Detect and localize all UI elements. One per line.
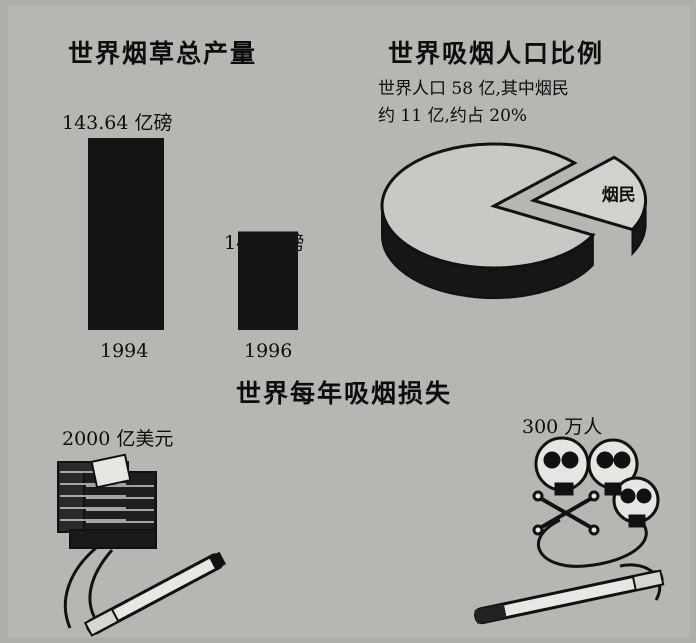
money-loss-label: 2000 亿美元 bbox=[62, 428, 174, 450]
bar-category-1996: 1996 bbox=[244, 340, 293, 362]
bar-category-1994: 1994 bbox=[100, 340, 149, 362]
money-stack-icon bbox=[57, 453, 157, 549]
pie-annotation-line-1: 世界人口 58 亿,其中烟民 bbox=[378, 79, 569, 99]
bar-label-1994: 143.64 亿磅 bbox=[62, 112, 173, 134]
pie-chart-title: 世界吸烟人口比例 bbox=[388, 39, 605, 68]
pie-slice-smokers-label: 烟民 bbox=[602, 184, 636, 205]
pie-slice-smokers bbox=[529, 155, 648, 232]
bar-1996 bbox=[238, 231, 298, 330]
cigarette-icon bbox=[63, 546, 227, 637]
skulls-icon bbox=[532, 436, 660, 536]
pie-slice-main bbox=[380, 142, 596, 270]
pie-annotation: 世界人口 58 亿,其中烟民 约 11 亿,约占 20% bbox=[378, 76, 569, 130]
bar-1994 bbox=[88, 138, 164, 330]
pie-annotation-line-2: 约 11 亿,约占 20% bbox=[378, 106, 528, 126]
bar-chart-title: 世界烟草总产量 bbox=[68, 39, 258, 68]
deaths-loss-label: 300 万人 bbox=[522, 416, 603, 438]
cigarette-icon bbox=[474, 518, 665, 625]
pie-chart: 烟民 bbox=[380, 142, 648, 299]
losses-title: 世界每年吸烟损失 bbox=[236, 379, 453, 408]
